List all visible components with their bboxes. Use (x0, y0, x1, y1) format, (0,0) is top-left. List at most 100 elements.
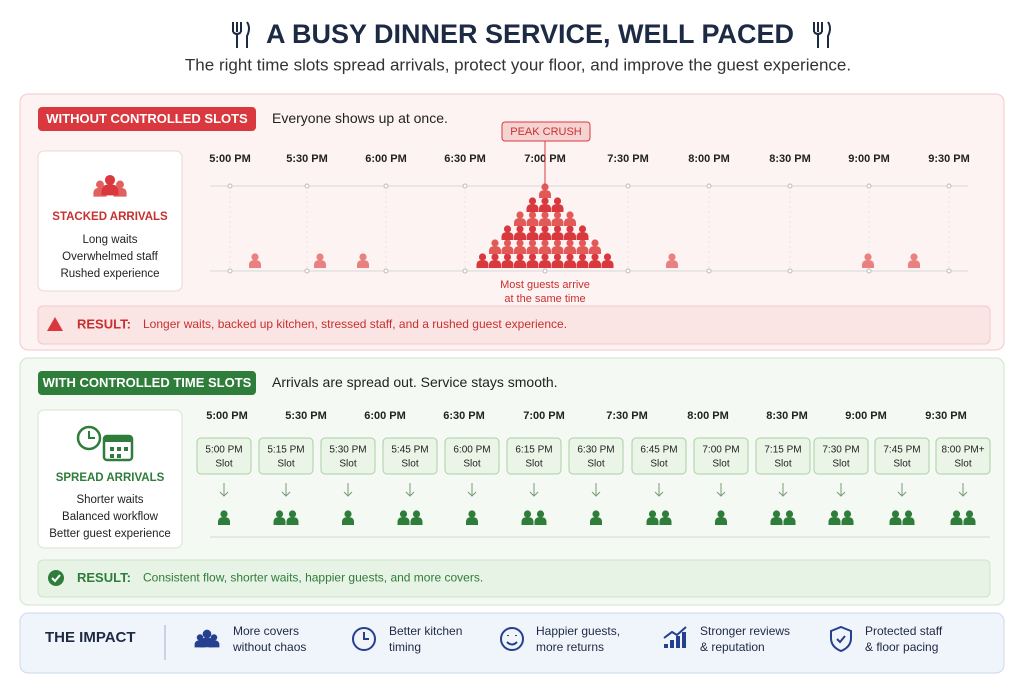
without-panel (19, 93, 1005, 351)
person-head (541, 183, 549, 191)
person-body (410, 517, 423, 525)
slot-time: 7:45 PM (883, 445, 920, 456)
slot-box (935, 437, 991, 475)
time-label: 9:00 PM (845, 410, 887, 422)
person-head (952, 510, 961, 518)
person-icon (908, 253, 920, 268)
shield-check (836, 635, 846, 644)
badge-text: WITH CONTROLLED TIME SLOTS (43, 375, 252, 390)
person-body (218, 517, 230, 525)
time-label: 8:30 PM (766, 410, 808, 422)
slot-label: Slot (215, 459, 232, 470)
slot-label: Slot (339, 459, 356, 470)
slot-guests (715, 510, 727, 525)
person-head (536, 510, 545, 518)
note: Most guests arrive (500, 279, 590, 291)
person-head (516, 239, 524, 247)
person-head (516, 225, 524, 233)
person-body (489, 260, 501, 268)
time-dot (304, 183, 310, 189)
without-card (37, 150, 183, 292)
person-icon (342, 510, 354, 525)
time-dot (866, 268, 872, 274)
person-head (965, 510, 974, 518)
slot-time: 6:30 PM (577, 445, 614, 456)
slot-time: 5:30 PM (329, 445, 366, 456)
time-label: 6:00 PM (364, 410, 406, 422)
slot-label: Slot (774, 459, 791, 470)
person-body (397, 517, 410, 525)
person-icon (576, 225, 589, 240)
person-icon (576, 239, 589, 254)
person-icon (526, 211, 539, 226)
person-head (864, 253, 872, 261)
person-body (551, 204, 564, 212)
person-icon (539, 253, 551, 268)
person-body (357, 260, 369, 268)
person-head (251, 253, 259, 261)
person-body (715, 517, 727, 525)
slot-time: 5:00 PM (205, 445, 242, 456)
clock-icon (76, 425, 102, 451)
person-icon (551, 197, 564, 212)
person-head (288, 510, 297, 518)
slot-arrow (343, 483, 353, 497)
person-body (646, 517, 659, 525)
person-body (514, 232, 526, 240)
callout: PEAK CRUSH (510, 126, 582, 138)
person-head (591, 253, 599, 261)
person-icon (526, 253, 539, 268)
person-head (503, 225, 512, 233)
slot-guests (770, 510, 796, 525)
card-title: SPREAD ARRIVALS (56, 472, 165, 484)
person-head (399, 510, 408, 518)
person-head (468, 510, 476, 518)
person-icon (950, 510, 963, 525)
title: A BUSY DINNER SERVICE, WELL PACED (266, 19, 794, 49)
person-icon (273, 510, 286, 525)
result-label: RESULT: (77, 570, 131, 585)
person-icon (601, 253, 614, 268)
person-head (553, 253, 562, 261)
person-icon (828, 510, 841, 525)
slot-time: 5:45 PM (391, 445, 428, 456)
slot-arrow (654, 483, 664, 497)
person-head (116, 180, 124, 189)
person-head (772, 510, 781, 518)
time-dot (946, 183, 952, 189)
slot-arrow (836, 483, 846, 497)
person-head (603, 253, 612, 261)
person-head (553, 197, 562, 205)
slot-time: 7:00 PM (702, 445, 739, 456)
badge (38, 371, 256, 395)
slot-label: Slot (587, 459, 604, 470)
person-icon (551, 211, 564, 226)
person-icon (397, 510, 410, 525)
person-icon (357, 253, 369, 268)
trend-arrow (663, 626, 687, 639)
slot-guests (521, 510, 547, 525)
person-icon (501, 225, 514, 240)
person-icon (526, 197, 539, 212)
person-head (478, 253, 487, 261)
person-icon (589, 253, 601, 268)
slot-arrow (778, 483, 788, 497)
time-dot (383, 183, 389, 189)
slot-box (506, 437, 562, 475)
person-body (589, 260, 601, 268)
result-text: Consistent flow, shorter waits, happier … (143, 571, 483, 585)
person-icon (199, 629, 215, 648)
person-icon (666, 253, 678, 268)
time-dot (227, 268, 233, 274)
bars-icon (670, 640, 674, 648)
calendar-day (110, 454, 114, 458)
slot-arrow (281, 483, 291, 497)
person-head (843, 510, 852, 518)
person-head (528, 197, 537, 205)
person-head (541, 211, 549, 219)
person-icon (539, 239, 551, 254)
person-body (501, 246, 514, 254)
person-head (541, 239, 549, 247)
person-body (950, 517, 963, 525)
